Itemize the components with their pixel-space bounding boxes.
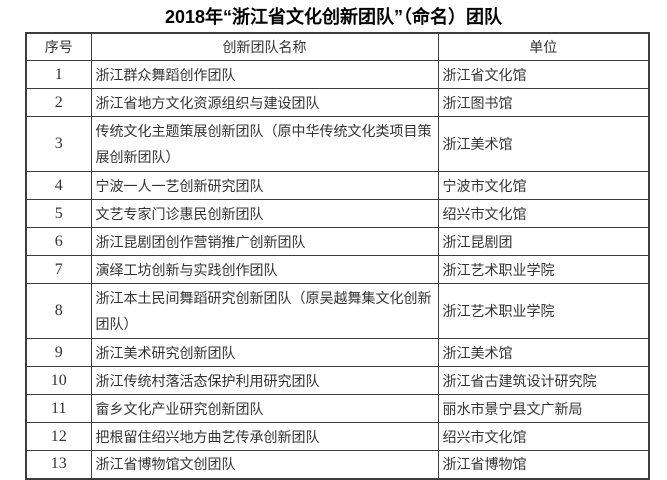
- team-name-cell: 浙江省地方文化资源组织与建设团队: [90, 88, 439, 117]
- row-number-cell: 7: [25, 255, 92, 284]
- team-name-cell: 浙江昆剧团创作营销推广创新团队: [90, 227, 439, 256]
- header-cell-no: 序号: [25, 32, 92, 61]
- row-number-cell: 4: [25, 171, 92, 200]
- unit-cell: 浙江艺术职业学院: [437, 255, 650, 284]
- team-name-cell: 浙江本土民间舞蹈研究创新团队（原吴越舞集文化创新团队）: [90, 283, 439, 339]
- header-cell-team: 创新团队名称: [90, 32, 439, 61]
- row-number-cell: 8: [25, 283, 92, 339]
- unit-cell: 浙江美术馆: [437, 338, 650, 367]
- team-name-cell: 传统文化主题策展创新团队（原中华传统文化类项目策展创新团队）: [90, 116, 439, 172]
- table-row: 6 浙江昆剧团创作营销推广创新团队 浙江昆剧团: [25, 227, 650, 256]
- teams-table: 序号 创新团队名称 单位 1 浙江群众舞蹈创作团队 浙江省文化馆 2 浙江省地方文化资源…: [25, 32, 650, 480]
- table-row: 1 浙江群众舞蹈创作团队 浙江省文化馆: [25, 60, 650, 89]
- row-number-cell: 12: [25, 422, 92, 451]
- unit-cell: 浙江昆剧团: [437, 227, 650, 256]
- row-number-cell: 6: [25, 227, 92, 256]
- header-cell-unit: 单位: [437, 32, 650, 61]
- table-row: 2 浙江省地方文化资源组织与建设团队 浙江图书馆: [25, 88, 650, 117]
- unit-cell: 浙江美术馆: [437, 116, 650, 172]
- table-row: 3 传统文化主题策展创新团队（原中华传统文化类项目策展创新团队） 浙江美术馆: [25, 116, 650, 172]
- unit-cell: 绍兴市文化馆: [437, 422, 650, 451]
- table-row: 11 畲乡文化产业研究创新团队 丽水市景宁县文广新局: [25, 394, 650, 423]
- team-name-cell: 文艺专家门诊惠民创新团队: [90, 199, 439, 228]
- team-name-cell: 畲乡文化产业研究创新团队: [90, 394, 439, 423]
- table-row: 9 浙江美术研究创新团队 浙江美术馆: [25, 338, 650, 367]
- row-number-cell: 11: [25, 394, 92, 423]
- team-name-cell: 演绎工坊创新与实践创作团队: [90, 255, 439, 284]
- unit-cell: 浙江省博物馆: [437, 450, 650, 479]
- team-name-cell: 把根留住绍兴地方曲艺传承创新团队: [90, 422, 439, 451]
- team-name-cell: 浙江群众舞蹈创作团队: [90, 60, 439, 89]
- page-title: 2018年“浙江省文化创新团队”（命名）团队: [164, 7, 503, 27]
- team-name-cell: 浙江美术研究创新团队: [90, 338, 439, 367]
- row-number-cell: 2: [25, 88, 92, 117]
- unit-cell: 绍兴市文化馆: [437, 199, 650, 228]
- table-row: 10 浙江传统村落活态保护利用研究团队 浙江省古建筑设计研究院: [25, 366, 650, 395]
- row-number-cell: 9: [25, 338, 92, 367]
- row-number-cell: 10: [25, 366, 92, 395]
- unit-cell: 宁波市文化馆: [437, 171, 650, 200]
- unit-cell: 浙江图书馆: [437, 88, 650, 117]
- team-name-cell: 浙江省博物馆文创团队: [90, 450, 439, 479]
- team-name-cell: 宁波一人一艺创新研究团队: [90, 171, 439, 200]
- row-number-cell: 1: [25, 60, 92, 89]
- unit-cell: 浙江艺术职业学院: [437, 283, 650, 339]
- table-row: 4 宁波一人一艺创新研究团队 宁波市文化馆: [25, 171, 650, 200]
- table-row: 12 把根留住绍兴地方曲艺传承创新团队 绍兴市文化馆: [25, 422, 650, 451]
- row-number-cell: 3: [25, 116, 92, 172]
- row-number-cell: 13: [25, 450, 92, 479]
- table-row: 7 演绎工坊创新与实践创作团队 浙江艺术职业学院: [25, 255, 650, 284]
- table-body: 1 浙江群众舞蹈创作团队 浙江省文化馆 2 浙江省地方文化资源组织与建设团队 浙江图书馆 3…: [25, 60, 650, 479]
- header-row: 序号 创新团队名称 单位: [25, 32, 650, 61]
- table-row: 5 文艺专家门诊惠民创新团队 绍兴市文化馆: [25, 199, 650, 228]
- unit-cell: 丽水市景宁县文广新局: [437, 394, 650, 423]
- row-number-cell: 5: [25, 199, 92, 228]
- unit-cell: 浙江省文化馆: [437, 60, 650, 89]
- team-name-cell: 浙江传统村落活态保护利用研究团队: [90, 366, 439, 395]
- table-row: 8 浙江本土民间舞蹈研究创新团队（原吴越舞集文化创新团队） 浙江艺术职业学院: [25, 283, 650, 339]
- table-row: 13 浙江省博物馆文创团队 浙江省博物馆: [25, 450, 650, 479]
- unit-cell: 浙江省古建筑设计研究院: [437, 366, 650, 395]
